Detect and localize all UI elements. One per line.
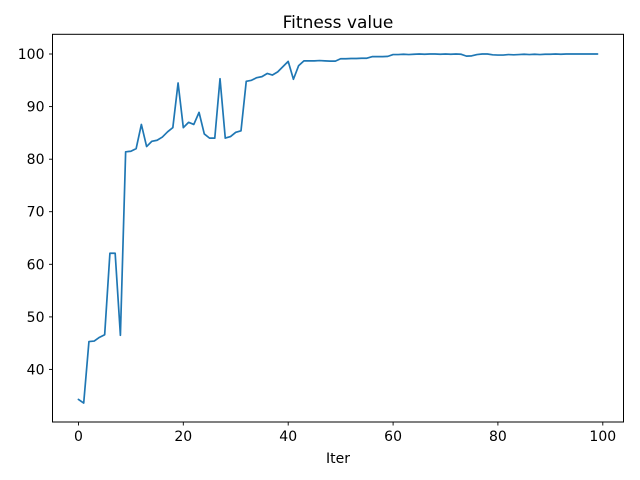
x-ticks <box>78 422 604 426</box>
x-tick-label: 60 <box>384 429 402 445</box>
x-tick-labels: 0 20 40 60 80 100 <box>74 429 616 445</box>
y-tick-label: 70 <box>27 205 45 221</box>
x-tick-label: 80 <box>489 429 507 445</box>
y-tick-labels: 40 50 60 70 80 90 100 <box>18 47 45 378</box>
fitness-line <box>77 53 599 404</box>
plot-area <box>52 33 624 423</box>
x-tick-label: 40 <box>279 429 297 445</box>
x-tick-label: 0 <box>74 429 83 445</box>
y-tick-label: 80 <box>27 152 45 168</box>
y-tick-label: 40 <box>27 362 45 378</box>
x-tick-label: 20 <box>174 429 192 445</box>
y-tick-label: 90 <box>27 100 45 116</box>
x-tick-label: 100 <box>589 429 616 445</box>
chart-title: Fitness value <box>283 13 394 33</box>
y-tick-label: 50 <box>27 310 45 326</box>
x-axis-label: Iter <box>326 451 350 467</box>
y-ticks <box>49 53 53 370</box>
y-tick-label: 100 <box>18 47 45 63</box>
y-tick-label: 60 <box>27 257 45 273</box>
